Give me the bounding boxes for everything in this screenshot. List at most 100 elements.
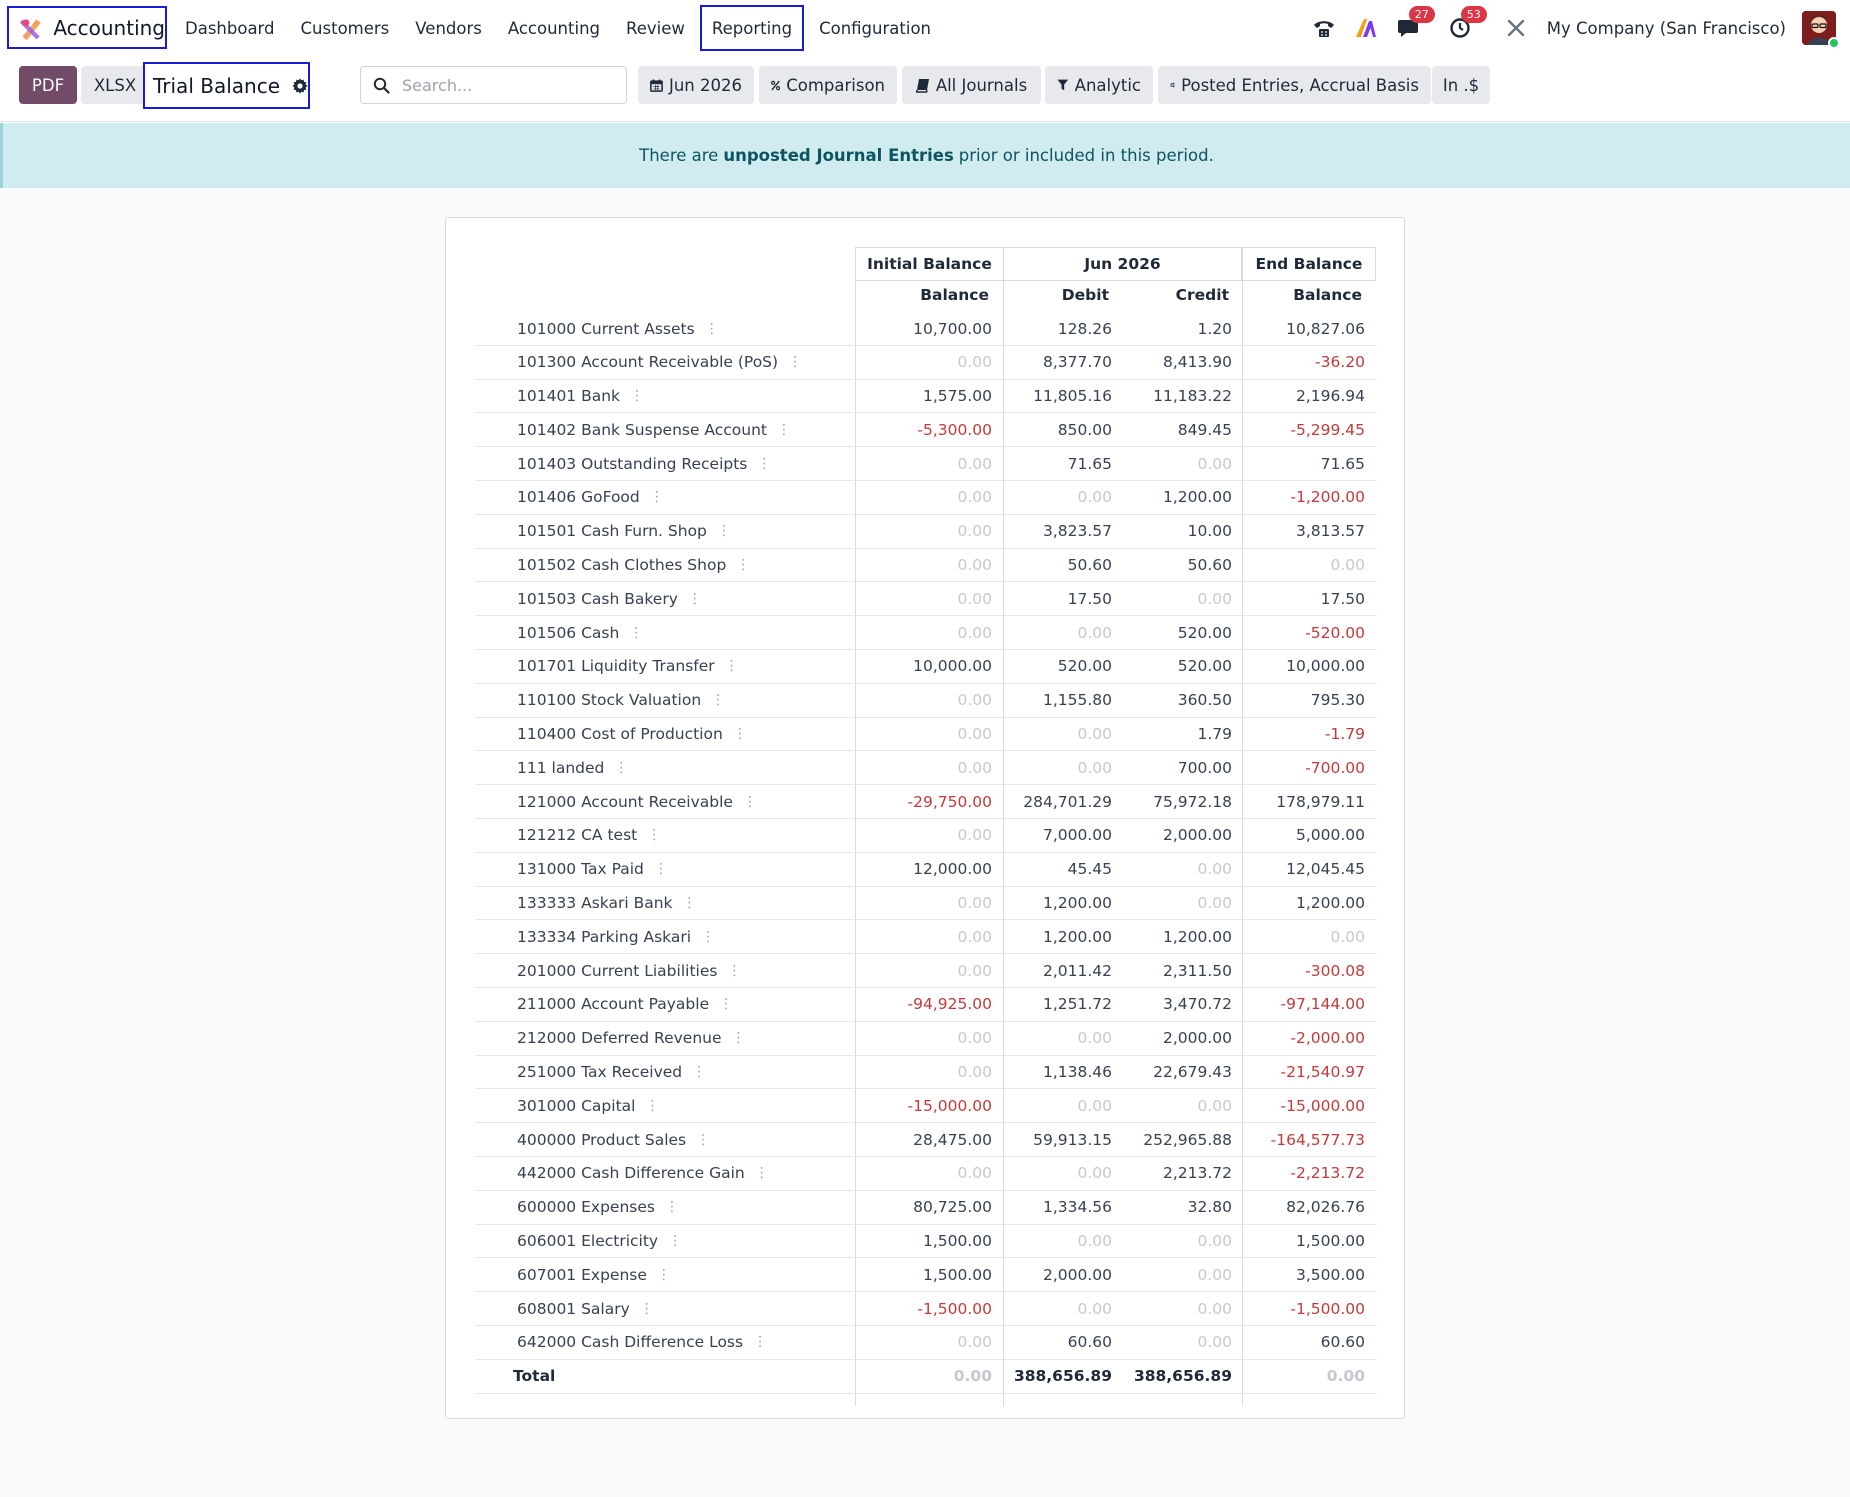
account-name[interactable]: 608001 Salary: [517, 1299, 630, 1318]
account-row[interactable]: 608001 Salary ⋮ -1,500.00 0.00 0.00 -1,500.00: [475, 1292, 1377, 1326]
end-balance-cell[interactable]: 12,045.45: [1286, 860, 1365, 879]
end-balance-cell[interactable]: 3,500.00: [1295, 1265, 1365, 1284]
row-options-icon[interactable]: ⋮: [647, 827, 662, 844]
comparison-button[interactable]: Comparison: [759, 66, 897, 104]
debit-cell[interactable]: 0.00: [1077, 1299, 1112, 1318]
credit-cell[interactable]: 2,000.00: [1162, 826, 1232, 845]
debit-cell[interactable]: 0.00: [1077, 488, 1112, 507]
account-name[interactable]: 101403 Outstanding Receipts: [517, 454, 748, 473]
initial-balance-cell[interactable]: 0.00: [957, 623, 992, 642]
credit-cell[interactable]: 0.00: [1197, 1265, 1232, 1284]
end-balance-cell[interactable]: 82,026.76: [1286, 1198, 1365, 1217]
menu-configuration[interactable]: Configuration: [819, 18, 931, 38]
initial-balance-cell[interactable]: 0.00: [957, 1029, 992, 1048]
end-balance-cell[interactable]: -700.00: [1305, 758, 1365, 777]
credit-cell[interactable]: 0.00: [1197, 1096, 1232, 1115]
account-name[interactable]: 133333 Askari Bank: [517, 894, 673, 913]
debit-cell[interactable]: 50.60: [1067, 556, 1112, 575]
account-row[interactable]: 212000 Deferred Revenue ⋮ 0.00 0.00 2,000.00…: [475, 1022, 1377, 1056]
initial-balance-cell[interactable]: 0.00: [957, 758, 992, 777]
messages-icon[interactable]: 27: [1395, 6, 1435, 41]
debit-cell[interactable]: 0.00: [1077, 1029, 1112, 1048]
account-name[interactable]: 400000 Product Sales: [517, 1130, 687, 1149]
account-name[interactable]: 212000 Deferred Revenue: [517, 1029, 722, 1048]
debit-cell[interactable]: 0.00: [1077, 1232, 1112, 1251]
end-balance-cell[interactable]: -520.00: [1305, 623, 1365, 642]
credit-cell[interactable]: 520.00: [1177, 623, 1232, 642]
credit-cell[interactable]: 1.79: [1197, 725, 1232, 744]
initial-balance-cell[interactable]: 0.00: [957, 454, 992, 473]
account-name[interactable]: 606001 Electricity: [517, 1232, 659, 1251]
end-balance-cell[interactable]: -2,213.72: [1290, 1164, 1365, 1183]
end-balance-cell[interactable]: 10,000.00: [1286, 657, 1365, 676]
initial-balance-cell[interactable]: 0.00: [957, 1164, 992, 1183]
row-options-icon[interactable]: ⋮: [704, 320, 719, 337]
account-name[interactable]: 121212 CA test: [517, 826, 638, 845]
end-balance-cell[interactable]: 3,813.57: [1295, 522, 1365, 541]
row-options-icon[interactable]: ⋮: [630, 388, 645, 405]
row-options-icon[interactable]: ⋮: [629, 624, 644, 641]
analytic-filter-button[interactable]: Analytic: [1045, 66, 1153, 104]
end-balance-cell[interactable]: -36.20: [1315, 353, 1365, 372]
end-balance-cell[interactable]: 1,500.00: [1295, 1232, 1365, 1251]
row-options-icon[interactable]: ⋮: [731, 1030, 746, 1047]
credit-cell[interactable]: 0.00: [1197, 1299, 1232, 1318]
account-row[interactable]: 110400 Cost of Production ⋮ 0.00 0.00 1.79 -1…: [475, 718, 1377, 752]
debit-cell[interactable]: 1,155.80: [1042, 691, 1112, 710]
account-name[interactable]: 101402 Bank Suspense Account: [517, 420, 768, 439]
account-name[interactable]: 101506 Cash: [517, 623, 620, 642]
credit-cell[interactable]: 11,183.22: [1153, 387, 1232, 406]
credit-cell[interactable]: 75,972.18: [1153, 792, 1232, 811]
account-row[interactable]: 110100 Stock Valuation ⋮ 0.00 1,155.80 360.5…: [475, 684, 1377, 718]
app-brand[interactable]: Accounting: [7, 6, 167, 49]
end-balance-cell[interactable]: -2,000.00: [1290, 1029, 1365, 1048]
account-row[interactable]: 607001 Expense ⋮ 1,500.00 2,000.00 0.00 3,500…: [475, 1258, 1377, 1293]
debit-cell[interactable]: 8,377.70: [1042, 353, 1112, 372]
account-name[interactable]: 101701 Liquidity Transfer: [517, 657, 715, 676]
initial-balance-cell[interactable]: -29,750.00: [907, 792, 992, 811]
account-row[interactable]: 101501 Cash Furn. Shop ⋮ 0.00 3,823.57 10.00…: [475, 515, 1377, 549]
debug-tools-icon[interactable]: [1503, 15, 1529, 41]
debit-cell[interactable]: 17.50: [1067, 589, 1112, 608]
debit-cell[interactable]: 1,200.00: [1042, 894, 1112, 913]
row-options-icon[interactable]: ⋮: [656, 1266, 671, 1283]
end-balance-cell[interactable]: 10,827.06: [1286, 319, 1365, 338]
credit-cell[interactable]: 849.45: [1177, 420, 1232, 439]
account-row[interactable]: 101403 Outstanding Receipts ⋮ 0.00 71.65 0.0…: [475, 447, 1377, 481]
initial-balance-cell[interactable]: -15,000.00: [907, 1096, 992, 1115]
account-name[interactable]: 101000 Current Assets: [517, 319, 695, 338]
account-name[interactable]: 607001 Expense: [517, 1265, 647, 1284]
credit-cell[interactable]: 2,311.50: [1162, 961, 1232, 980]
account-row[interactable]: 101000 Current Assets ⋮ 10,700.00 128.26 1.2…: [475, 312, 1377, 346]
debit-cell[interactable]: 2,011.42: [1042, 961, 1112, 980]
account-row[interactable]: 606001 Electricity ⋮ 1,500.00 0.00 0.00 1,500…: [475, 1225, 1377, 1259]
debit-cell[interactable]: 850.00: [1057, 420, 1112, 439]
end-balance-cell[interactable]: -164,577.73: [1270, 1130, 1365, 1149]
company-switcher[interactable]: My Company (San Francisco): [1546, 18, 1786, 38]
report-title-dropdown[interactable]: Trial Balance: [143, 62, 310, 109]
menu-review[interactable]: Review: [626, 18, 685, 38]
debit-cell[interactable]: 0.00: [1077, 758, 1112, 777]
account-row[interactable]: 111 landed ⋮ 0.00 0.00 700.00 -700.00: [475, 751, 1377, 786]
initial-balance-cell[interactable]: 0.00: [957, 927, 992, 946]
row-options-icon[interactable]: ⋮: [736, 557, 751, 574]
initial-balance-cell[interactable]: 0.00: [957, 1063, 992, 1082]
debit-cell[interactable]: 128.26: [1057, 319, 1112, 338]
initial-balance-cell[interactable]: 0.00: [957, 691, 992, 710]
row-options-icon[interactable]: ⋮: [757, 455, 772, 472]
account-row[interactable]: 101406 GoFood ⋮ 0.00 0.00 1,200.00 -1,200.00: [475, 481, 1377, 515]
account-row[interactable]: 101300 Account Receivable (PoS) ⋮ 0.00 8,37…: [475, 346, 1377, 380]
credit-cell[interactable]: 50.60: [1187, 556, 1232, 575]
initial-balance-cell[interactable]: 1,500.00: [922, 1265, 992, 1284]
credit-cell[interactable]: 0.00: [1197, 589, 1232, 608]
debit-cell[interactable]: 0.00: [1077, 1164, 1112, 1183]
credit-cell[interactable]: 2,000.00: [1162, 1029, 1232, 1048]
end-balance-cell[interactable]: -5,299.45: [1290, 420, 1365, 439]
account-row[interactable]: 600000 Expenses ⋮ 80,725.00 1,334.56 32.80 82…: [475, 1191, 1377, 1225]
credit-cell[interactable]: 0.00: [1197, 860, 1232, 879]
entries-filter-button[interactable]: Posted Entries, Accrual Basis: [1158, 66, 1431, 104]
row-options-icon[interactable]: ⋮: [753, 1334, 768, 1351]
account-row[interactable]: 211000 Account Payable ⋮ -94,925.00 1,251.7…: [475, 988, 1377, 1022]
row-options-icon[interactable]: ⋮: [701, 928, 716, 945]
initial-balance-cell[interactable]: 80,725.00: [913, 1198, 992, 1217]
